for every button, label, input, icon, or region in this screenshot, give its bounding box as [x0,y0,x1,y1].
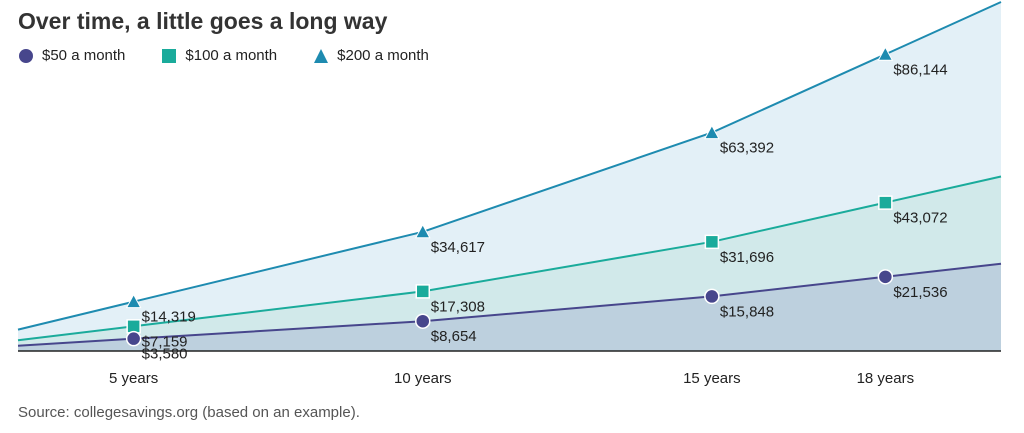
x-tick-label-1: 10 years [394,370,452,387]
data-label-s1-1: $17,308 [431,298,485,315]
marker-triangle-3 [877,46,894,61]
triangle-marker-icon [314,48,329,63]
x-tick-label-3: 18 years [857,370,915,387]
data-label-s0-3: $86,144 [893,61,947,78]
marker-triangle-2 [704,124,720,140]
area-series-2 [18,263,1001,351]
data-label-s1-3: $43,072 [893,210,947,227]
source-note: Source: collegesavings.org (based on an … [18,404,360,421]
circle-marker-icon [19,48,33,63]
data-label-s0-1: $34,617 [431,239,485,256]
marker-circle-2 [704,288,720,305]
marker-triangle-1 [414,223,431,239]
marker-square-0 [126,319,141,334]
marker-square-1 [415,284,431,299]
data-label-s2-3: $21,536 [893,284,947,301]
x-tick-label-0: 5 years [109,370,158,387]
legend-item-100: $100 a month [161,47,277,64]
legend-label-50: $50 a month [42,47,126,64]
marker-triangle-0 [125,293,142,309]
line-series-2 [17,262,1002,347]
data-label-s1-2: $31,696 [720,249,774,266]
marker-square-2 [704,234,720,250]
data-label-s1-0: $7,159 [142,333,188,350]
line-series-1 [17,175,1002,342]
marker-circle-3 [877,269,894,285]
marker-square-3 [878,195,893,210]
marker-circle-1 [415,313,431,329]
data-label-s2-1: $8,654 [431,328,477,345]
legend-label-100: $100 a month [185,47,278,64]
square-marker-icon [162,48,177,63]
x-tick-label-2: 15 years [683,370,741,387]
data-label-s2-0: $3,580 [142,346,188,363]
legend: $50 a month $100 a month $200 a month [18,47,465,64]
line-series-0 [17,1,1002,331]
data-label-s0-2: $63,392 [720,140,774,157]
marker-circle-0 [125,330,142,347]
legend-item-50: $50 a month [18,47,125,64]
data-label-s0-0: $14,319 [142,309,196,326]
legend-item-200: $200 a month [313,47,429,64]
data-label-s2-2: $15,848 [720,303,774,320]
legend-label-200: $200 a month [337,47,429,64]
chart-title: Over time, a little goes a long way [18,8,388,34]
